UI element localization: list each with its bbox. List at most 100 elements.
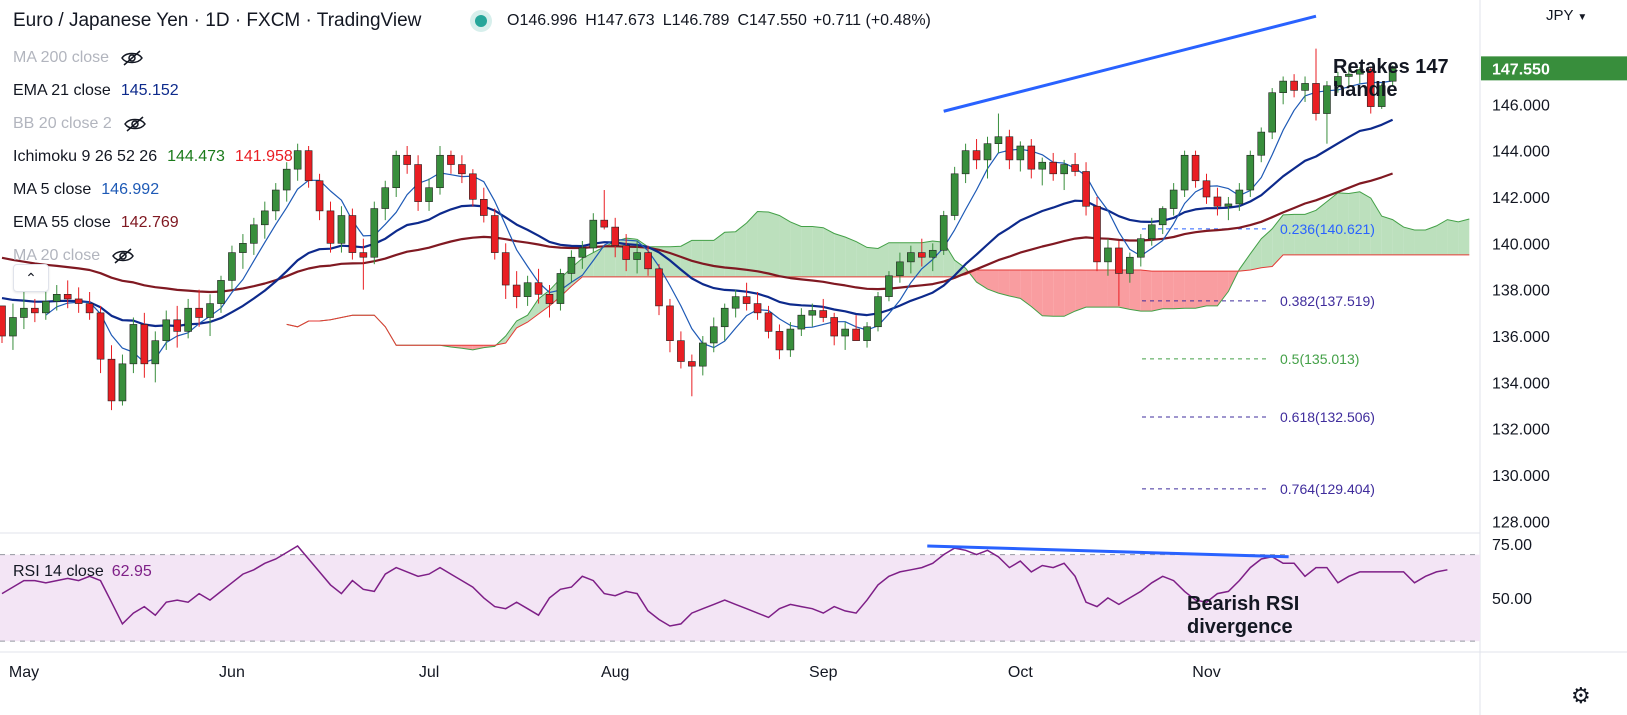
annotation-line: Retakes 147: [1333, 56, 1449, 78]
candle-body: [260, 210, 269, 226]
cloud-bullish-segment: [1359, 191, 1371, 255]
cloud-bearish-segment: [1206, 271, 1218, 306]
candle: [381, 180, 390, 221]
candle-body: [228, 252, 236, 281]
candle-body: [118, 363, 127, 402]
cloud-bearish-segment: [1107, 269, 1119, 308]
hidden-eye-icon[interactable]: [121, 49, 143, 66]
candle: [852, 315, 860, 341]
candle-body: [841, 328, 849, 337]
candle: [458, 155, 466, 184]
cloud-bullish-segment: [527, 298, 539, 323]
currency-selector[interactable]: JPY ▼: [1546, 7, 1587, 24]
candle: [983, 136, 992, 179]
rsi-legend[interactable]: RSI 14 close 62.95: [13, 563, 152, 581]
candle-body: [184, 307, 192, 332]
collapse-legend-button[interactable]: ⌃: [13, 264, 49, 292]
candle: [414, 155, 422, 211]
legend-ema55[interactable]: EMA 55 close 142.769: [13, 206, 421, 239]
annotation-line: handle: [1333, 79, 1397, 101]
candle: [611, 217, 620, 258]
cloud-bullish-segment: [1337, 192, 1349, 255]
legend-ema21[interactable]: EMA 21 close 145.152: [13, 74, 421, 107]
cloud-bullish-segment: [505, 320, 517, 343]
candle: [1345, 67, 1353, 86]
candle: [260, 201, 269, 239]
legend-ichimoku[interactable]: Ichimoku 9 26 52 26 144.473 141.958: [13, 140, 421, 173]
candle-body: [786, 328, 795, 351]
rsi-tick-label: 50.00: [1492, 591, 1532, 608]
candle: [1093, 196, 1101, 272]
fib-level-label: 0.764(129.404): [1280, 481, 1375, 497]
candle: [1027, 139, 1036, 179]
candle-body: [698, 342, 707, 367]
candle-body: [1213, 196, 1222, 207]
candle: [85, 291, 94, 320]
candle-body: [1279, 80, 1287, 93]
candle: [764, 305, 773, 339]
cloud-bullish-segment: [1436, 219, 1448, 255]
candle-body: [709, 326, 718, 344]
legend-bb20[interactable]: BB 20 close 2: [13, 107, 421, 140]
candle-body: [1290, 80, 1298, 91]
candle: [479, 187, 488, 223]
candle: [1257, 127, 1266, 163]
candle-body: [217, 280, 225, 304]
candle-body: [775, 331, 784, 351]
cloud-bearish-segment: [1042, 269, 1054, 317]
legend-ma20[interactable]: MA 20 close: [13, 239, 421, 272]
candle-body: [315, 180, 324, 212]
candle-body: [63, 294, 72, 300]
candle: [206, 294, 214, 337]
hidden-eye-icon[interactable]: [123, 115, 146, 132]
candle: [359, 238, 368, 290]
candle: [1366, 67, 1375, 114]
low-label: L: [662, 12, 672, 29]
candle-body: [271, 189, 280, 212]
candle: [1377, 83, 1386, 109]
candle-body: [972, 150, 981, 161]
candle-body: [195, 307, 203, 318]
candle: [961, 143, 970, 184]
candle-body: [578, 247, 587, 258]
candle: [797, 308, 806, 337]
cloud-bearish-segment: [1086, 269, 1097, 308]
legend-ma200[interactable]: MA 200 close: [13, 41, 421, 74]
candle: [1202, 173, 1211, 204]
candle-body: [523, 282, 532, 297]
candle-body: [52, 294, 61, 302]
cloud-bearish-segment: [1140, 269, 1152, 312]
legend-ichimoku-label: Ichimoku 9 26 52 26: [13, 147, 158, 165]
candle: [392, 150, 401, 197]
candle: [140, 312, 149, 378]
cloud-bullish-segment: [1272, 214, 1284, 267]
price-tick-label: 134.000: [1492, 375, 1550, 392]
candle: [512, 271, 521, 309]
candle-body: [994, 136, 1003, 144]
cloud-bullish-segment: [943, 242, 955, 277]
candle-body: [151, 340, 160, 365]
candle-body: [1038, 161, 1047, 170]
candle: [863, 322, 871, 348]
cloud-bearish-segment: [1075, 269, 1087, 312]
candle: [9, 303, 17, 350]
hidden-eye-icon[interactable]: [112, 247, 135, 264]
ohlc-readout: O 146.996 H 147.673 L 146.789 C 147.550 +0.7…: [475, 12, 931, 30]
candle: [1126, 252, 1134, 283]
candle-body: [96, 312, 105, 360]
candle: [1279, 76, 1287, 105]
legend-panel: Euro / Japanese Yen · 1D · FXCM · Tradin…: [13, 8, 421, 272]
settings-gear-icon[interactable]: ⚙: [1571, 683, 1591, 708]
cloud-bearish-segment: [1020, 269, 1032, 307]
candle: [1049, 152, 1057, 181]
candle-body: [1049, 161, 1057, 175]
candle-body: [1005, 136, 1014, 161]
cloud-bullish-segment: [801, 226, 813, 277]
rsi-label: RSI 14 close: [13, 563, 104, 580]
candle-body: [1071, 164, 1079, 172]
candle-body: [1126, 256, 1134, 274]
cloud-bullish-segment: [1458, 218, 1470, 255]
candle-body: [490, 215, 499, 253]
legend-ma5[interactable]: MA 5 close 146.992: [13, 173, 421, 206]
